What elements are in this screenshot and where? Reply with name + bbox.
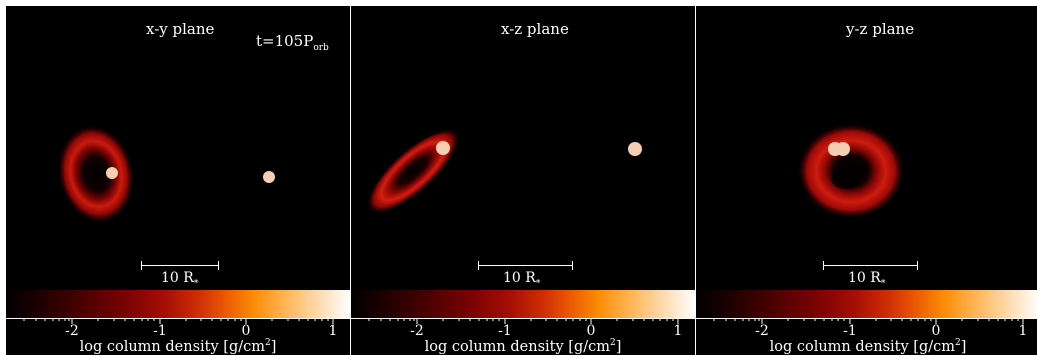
panel-title: y-z plane — [846, 20, 915, 38]
xy-star-companion — [263, 171, 275, 183]
scale-bar — [478, 261, 573, 271]
xy-star-primary — [106, 167, 118, 179]
xz-density-map — [366, 127, 642, 215]
xz-disk — [366, 127, 460, 215]
xy-density-map — [57, 124, 275, 224]
tick-label: -2 — [410, 323, 424, 339]
yz-star-companion — [836, 142, 850, 156]
xz-star-companion — [628, 142, 642, 156]
scale-label: 10 R* — [848, 270, 886, 289]
colorbar-label: log column density [g/cm2] — [79, 338, 277, 355]
scale-label: 10 R* — [503, 270, 541, 289]
colorbar-axis: -2 -1 0 1 log column density [g/cm2] — [351, 318, 695, 355]
panel-xy: x-y plane t=105Porb 10 R* -2 -1 0 1 log — [6, 6, 350, 355]
tick-label: -2 — [65, 323, 79, 339]
time-label: t=105Porb — [256, 32, 329, 53]
scale-bar — [823, 261, 918, 271]
colorbar — [6, 290, 350, 318]
tick-label: -1 — [153, 323, 167, 339]
yz-disk-hole — [831, 167, 861, 189]
tick-label: 1 — [328, 323, 338, 339]
tick-label: 0 — [586, 323, 596, 339]
panel-title: x-z plane — [501, 20, 569, 38]
tick-label: -1 — [498, 323, 512, 339]
panel-yz: y-z plane 10 R* -2 -1 0 1 log column den… — [696, 6, 1037, 355]
colorbar — [696, 290, 1037, 318]
xz-star-primary — [436, 141, 450, 155]
tick-label: 1 — [1018, 323, 1028, 339]
colorbar — [351, 290, 695, 318]
tick-label: 0 — [241, 323, 251, 339]
scale-label: 10 R* — [161, 270, 199, 289]
colorbar-axis: -2 -1 0 1 log column density [g/cm2] — [696, 318, 1037, 355]
tick-label: -1 — [843, 323, 857, 339]
scale-bar — [141, 261, 219, 271]
panel-title: x-y plane — [146, 20, 215, 38]
tick-label: 0 — [931, 323, 941, 339]
colorbar-ticks — [696, 318, 1037, 324]
colorbar-label: log column density [g/cm2] — [424, 338, 622, 355]
yz-density-map — [797, 123, 905, 219]
tick-label: 1 — [673, 323, 683, 339]
panel-xz: x-z plane 10 R* -2 -1 0 1 log column den… — [351, 6, 695, 355]
xy-disk — [57, 124, 135, 224]
colorbar-ticks — [351, 318, 695, 324]
tick-label: -2 — [755, 323, 769, 339]
colorbar-ticks — [6, 318, 350, 324]
colorbar-axis: -2 -1 0 1 log column density [g/cm2] — [6, 318, 350, 355]
colorbar-label: log column density [g/cm2] — [769, 338, 967, 355]
